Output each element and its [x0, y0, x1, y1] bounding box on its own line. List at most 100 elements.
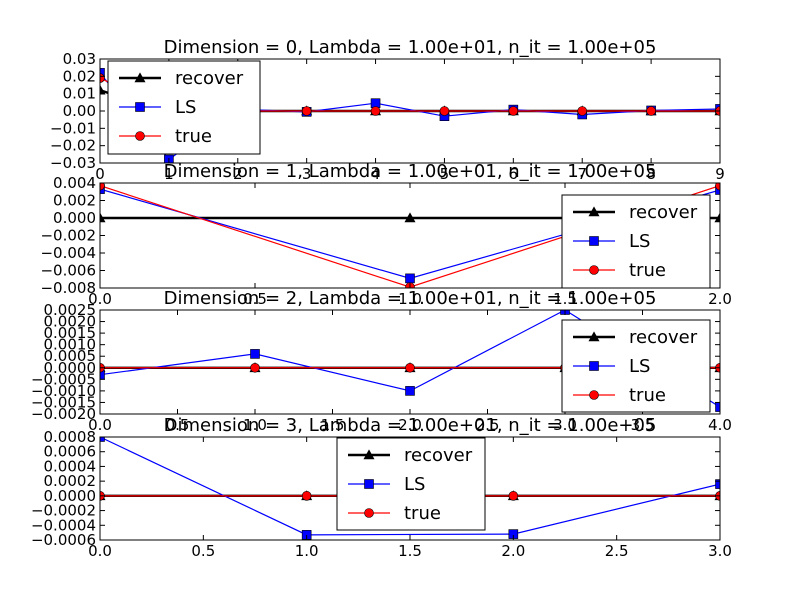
data-point-LS — [405, 386, 415, 396]
x-tick-label: 6 — [509, 165, 519, 183]
y-tick-label: 0.000 — [53, 209, 96, 227]
data-point-true — [100, 73, 105, 83]
legend: recover LS true — [107, 60, 261, 155]
chart-title: Dimension = 2, Lambda = 1.00e+01, n_it =… — [164, 288, 657, 309]
data-point-true — [508, 106, 519, 116]
y-tick-label: 0.00 — [63, 102, 96, 120]
data-point-true — [405, 362, 415, 373]
x-tick-label: 3.0 — [553, 416, 577, 434]
y-tick-label: 0.004 — [53, 174, 96, 192]
x-tick-label: 8 — [646, 165, 656, 183]
y-tick-label: 0.0020 — [44, 313, 97, 331]
legend: recover LS true — [561, 194, 711, 289]
data-point-recover — [100, 84, 106, 95]
legend-label-recover: recover — [629, 327, 698, 348]
data-point-LS — [715, 479, 720, 489]
y-tick-label: −0.0020 — [31, 405, 96, 423]
y-tick-label: 0.0006 — [44, 443, 97, 461]
legend-marker-LS — [589, 236, 599, 246]
legend-label-recover: recover — [629, 202, 698, 223]
y-tick-label: 0.0025 — [44, 301, 97, 319]
legend-label-true: true — [404, 503, 441, 524]
x-tick-label: 1.0 — [243, 416, 267, 434]
legend-marker-recover — [588, 331, 600, 342]
data-point-true — [370, 106, 381, 116]
x-tick-label: 4 — [371, 165, 381, 183]
y-tick-label: −0.0010 — [31, 382, 96, 400]
y-tick-label: −0.01 — [50, 119, 96, 137]
data-point-LS — [250, 349, 260, 359]
data-point-true — [100, 183, 105, 191]
x-tick-label: 2.0 — [708, 290, 732, 308]
y-tick-label: −0.0002 — [31, 502, 96, 520]
y-tick-label: 0.0000 — [44, 359, 97, 377]
x-tick-label: 5 — [440, 165, 450, 183]
x-tick-label: 0.0 — [88, 542, 112, 560]
x-tick-label: 3 — [302, 165, 312, 183]
x-tick-label: 0 — [95, 165, 105, 183]
y-tick-label: −0.03 — [50, 154, 96, 172]
chart-title: Dimension = 3, Lambda = 1.00e+01, n_it =… — [164, 415, 657, 436]
x-tick-label: 2.5 — [605, 542, 629, 560]
x-tick-label: 1.5 — [321, 416, 345, 434]
x-tick-label: 4.0 — [708, 416, 732, 434]
legend-marker-true — [135, 131, 145, 141]
legend: recover LS true — [561, 319, 711, 413]
data-point-true — [250, 362, 260, 373]
legend-label-LS: LS — [404, 474, 425, 495]
x-tick-label: 9 — [715, 165, 725, 183]
legend-marker-true — [589, 265, 599, 275]
y-tick-label: 0.01 — [63, 85, 96, 103]
y-tick-label: 0.03 — [63, 50, 96, 68]
legend-label-LS: LS — [629, 356, 650, 377]
x-tick-label: 3.5 — [631, 416, 655, 434]
x-tick-label: 3.0 — [708, 542, 732, 560]
chart-title: Dimension = 1, Lambda = 1.00e+01, n_it =… — [164, 161, 657, 182]
x-tick-label: 0.5 — [166, 416, 190, 434]
data-point-true — [646, 106, 656, 116]
data-point-true — [577, 106, 588, 116]
subplot-0: 0 1 2 3 4 5 6 7 8 9 0.030.020.010.00−0.01−0.02−0.0… — [50, 37, 725, 183]
y-tick-label: −0.008 — [40, 279, 96, 297]
x-tick-label: 1 — [164, 165, 174, 183]
x-tick-label: 1.5 — [553, 290, 577, 308]
legend-label-true: true — [629, 385, 666, 406]
x-tick-label: 0.0 — [88, 290, 112, 308]
y-tick-label: −0.002 — [40, 227, 96, 245]
data-point-LS — [715, 402, 720, 412]
y-tick-label: −0.02 — [50, 137, 96, 155]
legend-marker-true — [364, 508, 374, 518]
x-tick-label: 1.0 — [398, 290, 422, 308]
data-point-recover — [404, 212, 416, 223]
legend-marker-recover — [363, 449, 375, 460]
y-tick-label: 0.002 — [53, 192, 96, 210]
legend-marker-recover — [134, 72, 146, 83]
subplot-1: 0.0 0.5 1.0 1.5 2.00.0040.0020.000−0.002−0.0… — [40, 161, 731, 308]
x-tick-label: 1.0 — [295, 542, 319, 560]
x-tick-label: 2.0 — [398, 416, 422, 434]
data-point-LS — [100, 437, 105, 442]
x-tick-label: 2.0 — [501, 542, 525, 560]
x-tick-label: 0.5 — [191, 542, 215, 560]
legend: recover LS true — [336, 437, 486, 531]
y-tick-label: −0.0004 — [31, 516, 96, 534]
y-tick-label: 0.02 — [63, 67, 96, 85]
x-tick-label: 2 — [233, 165, 243, 183]
legend-marker-recover — [588, 206, 600, 217]
y-tick-label: −0.0015 — [31, 393, 96, 411]
data-point-true — [508, 491, 519, 501]
legend-marker-LS — [589, 361, 599, 371]
chart-title: Dimension = 0, Lambda = 1.00e+01, n_it =… — [164, 37, 657, 58]
data-point-LS — [715, 185, 720, 195]
legend-marker-true — [589, 390, 599, 400]
data-point-true — [715, 183, 720, 191]
y-tick-label: −0.0006 — [31, 531, 96, 549]
y-tick-label: −0.004 — [40, 244, 96, 262]
legend-label-LS: LS — [175, 97, 196, 118]
x-tick-label: 2.5 — [476, 416, 500, 434]
y-tick-label: −0.0005 — [31, 370, 96, 388]
y-tick-label: 0.0002 — [44, 472, 97, 490]
data-point-LS — [100, 68, 105, 78]
